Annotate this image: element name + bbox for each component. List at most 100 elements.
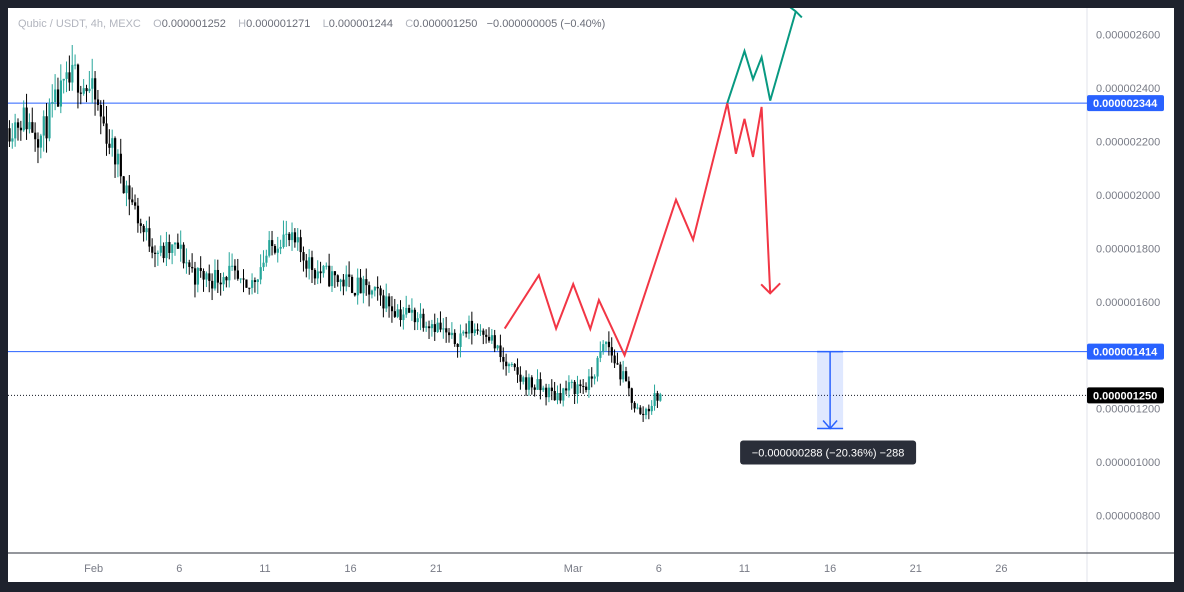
candle-body (533, 387, 536, 390)
candle-body (596, 357, 599, 377)
candle-body (22, 107, 25, 131)
candle-body (502, 356, 505, 362)
candle-body (173, 242, 177, 245)
candle-body (562, 388, 565, 401)
x-tick-label: 16 (824, 563, 836, 575)
candle-body (222, 277, 225, 285)
candle-body (333, 271, 337, 276)
candle-body (14, 122, 17, 139)
candle-body (399, 309, 402, 321)
candle-body (116, 153, 120, 165)
candle-body (293, 232, 297, 243)
candle-body (408, 307, 411, 313)
candle-body (542, 387, 545, 391)
candle-body (205, 273, 208, 280)
candle-body (516, 367, 519, 375)
candle-body (88, 88, 91, 92)
x-tick-label: 6 (176, 563, 182, 575)
legend-low-label: L (322, 18, 329, 30)
candle-body (556, 393, 559, 401)
candle-body (105, 123, 108, 144)
bullish-arrowhead (789, 8, 803, 19)
candle-body (567, 382, 571, 391)
candle-body (390, 306, 394, 312)
candle-body (59, 80, 63, 107)
candle-body (114, 138, 117, 165)
candle-body (579, 384, 582, 387)
candle-body (493, 335, 496, 349)
candle-body (585, 386, 588, 390)
y-tick-label: 0.000002200 (1096, 137, 1160, 149)
candle-body (65, 72, 68, 79)
candle-body (339, 279, 342, 283)
candle-body (576, 384, 579, 395)
candle-body (610, 347, 613, 356)
candle-body (248, 287, 251, 289)
candle-body (239, 278, 242, 280)
candle-body (85, 88, 88, 92)
candle-body (419, 313, 422, 319)
candle-body (245, 279, 248, 288)
candle-body (256, 279, 259, 282)
candle-body (202, 270, 205, 280)
candle-body (68, 72, 71, 83)
candle-body (236, 270, 239, 279)
candle-body (593, 376, 596, 379)
candle-body (253, 280, 257, 282)
candle-body (11, 138, 14, 142)
x-tick-label: 21 (910, 563, 922, 575)
candle-body (188, 262, 191, 267)
candle-body (42, 116, 45, 136)
chart-frame[interactable]: Qubic / USDT, 4h, MEXC O0.000001252 H0.0… (8, 8, 1174, 582)
candle-body (196, 268, 200, 285)
candle-body (490, 335, 494, 341)
candle-body (279, 247, 282, 249)
candle-body (259, 267, 262, 280)
candle-body (102, 116, 105, 124)
x-tick-label: 16 (344, 563, 356, 575)
candle-body (45, 116, 48, 139)
y-tick-label: 0.000002400 (1096, 83, 1160, 95)
candle-body (453, 332, 456, 344)
candle-body (328, 265, 331, 287)
price-chart[interactable]: 0.000002600 0.000002400 0.000002200 0.00000… (8, 8, 1174, 582)
candle-body (570, 381, 573, 383)
candle-body (402, 314, 405, 321)
candle-body (291, 232, 294, 241)
candle-body (265, 255, 268, 263)
candle-body (176, 242, 180, 249)
candle-body (482, 330, 485, 335)
y-tick-label: 0.000001000 (1096, 457, 1160, 469)
candle-body (171, 244, 174, 253)
candle-body (559, 393, 562, 401)
candle-body (71, 64, 74, 83)
candle-body (148, 228, 151, 247)
chart-legend: Qubic / USDT, 4h, MEXC O0.000001252 H0.0… (18, 18, 605, 30)
candle-body (362, 279, 365, 294)
candle-body (627, 381, 631, 389)
legend-high-value: 0.000001271 (246, 18, 311, 30)
candle-body (605, 341, 608, 345)
candle-body (251, 280, 254, 288)
candle-body (134, 202, 137, 206)
candle-body (168, 242, 171, 253)
y-tick-label: 0.000002600 (1096, 30, 1160, 42)
candle-body (487, 336, 491, 341)
candle-body (405, 307, 408, 315)
candle-body (436, 322, 439, 332)
candle-body (271, 240, 274, 247)
candle-body (624, 371, 628, 382)
candle-body (39, 135, 43, 148)
candle-body (54, 89, 57, 103)
candle-body (619, 364, 622, 380)
candle-body (74, 64, 77, 66)
candle-body (519, 374, 522, 382)
candle-body (285, 233, 288, 235)
candle-body (636, 407, 639, 409)
candle-body (385, 296, 388, 309)
candle-body (36, 139, 40, 148)
candle-body (353, 292, 357, 296)
price-tag (1087, 387, 1164, 404)
bullish-projection-path (726, 11, 797, 104)
candle-body (356, 277, 359, 296)
